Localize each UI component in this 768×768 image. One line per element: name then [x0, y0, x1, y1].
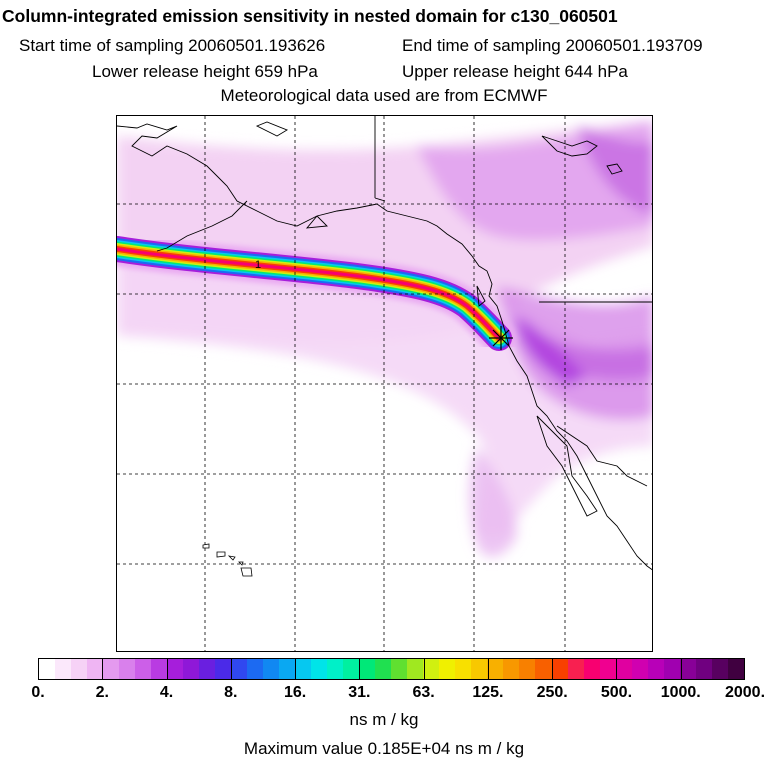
colorbar-segment	[311, 659, 328, 679]
sensitivity-field	[117, 121, 652, 557]
colorbar-segment	[599, 659, 616, 679]
map-title: Column-integrated emission sensitivity i…	[2, 6, 618, 26]
borders	[374, 116, 652, 487]
colorbar-segment	[727, 659, 744, 679]
colorbar-segment	[263, 659, 280, 679]
colorbar-segment	[343, 659, 360, 679]
colorbar-segment	[167, 659, 184, 679]
colorbar-segment	[519, 659, 536, 679]
end-time-label: End time of sampling 20060501.193709	[402, 36, 703, 55]
hawaii-islands	[202, 543, 253, 577]
colorbar-segment	[567, 659, 584, 679]
colorbar-segment	[711, 659, 728, 679]
colorbar-segment	[279, 659, 296, 679]
colorbar-tick-label: 2000.	[724, 684, 766, 701]
colorbar-tick-mark	[487, 658, 489, 680]
colorbar-segment	[439, 659, 456, 679]
colorbar-tick-mark	[680, 658, 682, 680]
colorbar-tick-label: 63.	[412, 684, 435, 701]
colorbar-segment	[455, 659, 472, 679]
colorbar-tick-label: 250.	[536, 684, 568, 701]
colorbar-segment	[695, 659, 712, 679]
colorbar-segment	[151, 659, 168, 679]
colorbar-segment	[391, 659, 408, 679]
start-time-label: Start time of sampling 20060501.193626	[19, 36, 326, 55]
colorbar-segment	[631, 659, 648, 679]
upper-release-label: Upper release height 644 hPa	[402, 62, 628, 81]
colorbar-segment	[231, 659, 248, 679]
contour-label: 1	[255, 259, 261, 271]
colorbar-segment	[359, 659, 376, 679]
colorbar-segment	[103, 659, 120, 679]
maximum-value-label: Maximum value 0.185E+04 ns m / kg	[243, 739, 525, 758]
colorbar-segment	[135, 659, 152, 679]
colorbar-segment	[503, 659, 520, 679]
colorbar-tick-label: 1000.	[660, 684, 701, 701]
colorbar-segment	[39, 659, 56, 679]
colorbar-segment	[247, 659, 264, 679]
colorbar-segment	[615, 659, 632, 679]
colorbar-tick-mark	[552, 658, 554, 680]
colorbar-segment	[71, 659, 88, 679]
colorbar-tick-label: 500.	[600, 684, 633, 701]
colorbar-tick-mark	[102, 658, 104, 680]
colorbar-segment	[183, 659, 200, 679]
colorbar-segment	[535, 659, 552, 679]
colorbar-segment	[55, 659, 72, 679]
sensitivity-map: 1	[116, 115, 653, 652]
release-point-marker	[489, 326, 513, 350]
colorbar-segment	[663, 659, 680, 679]
colorbar-tick-label: 4.	[159, 684, 174, 701]
colorbar-segment	[215, 659, 232, 679]
colorbar-segment	[471, 659, 488, 679]
colorbar-tick-mark	[295, 658, 297, 680]
colorbar-tick-label: 125.	[472, 684, 504, 701]
colorbar-tick-mark	[166, 658, 168, 680]
colorbar-tick-mark	[423, 658, 425, 680]
colorbar-tick-label: 0.	[31, 684, 45, 701]
colorbar-segment	[487, 659, 504, 679]
colorbar-segment	[295, 659, 312, 679]
colorbar-segment	[551, 659, 568, 679]
colorbar-segment	[327, 659, 344, 679]
colorbar-segment	[583, 659, 600, 679]
met-data-label: Meteorological data used are from ECMWF	[220, 86, 548, 105]
colorbar-segment	[87, 659, 104, 679]
plume	[117, 232, 516, 355]
coastlines	[117, 121, 652, 571]
colorbar-unit-label: ns m / kg	[349, 710, 419, 729]
colorbar-segment	[679, 659, 696, 679]
colorbar-tick-mark	[616, 658, 618, 680]
colorbar-tick-mark	[359, 658, 361, 680]
colorbar-tick-label: 16.	[283, 684, 307, 701]
lower-release-label: Lower release height 659 hPa	[92, 62, 318, 81]
colorbar-segment	[375, 659, 392, 679]
colorbar-segment	[199, 659, 216, 679]
map-canvas: 1	[117, 116, 652, 651]
colorbar-tick-label: 31.	[348, 684, 371, 701]
colorbar-segment	[407, 659, 424, 679]
colorbar-segment	[119, 659, 136, 679]
colorbar-tick-mark	[230, 658, 232, 680]
colorbar	[38, 658, 745, 680]
colorbar-segment	[423, 659, 440, 679]
colorbar-tick-label: 2.	[95, 684, 109, 701]
colorbar-tick-label: 8.	[224, 684, 238, 701]
colorbar-segment	[647, 659, 664, 679]
